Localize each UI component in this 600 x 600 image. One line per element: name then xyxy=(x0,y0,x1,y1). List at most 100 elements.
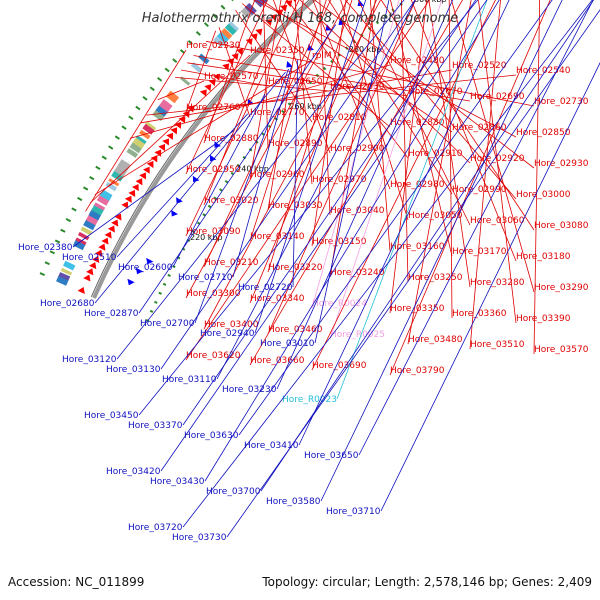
leader-line xyxy=(203,0,381,330)
leader-line xyxy=(194,68,289,324)
leader-line xyxy=(448,0,453,319)
cog-block xyxy=(228,21,239,32)
leader-line xyxy=(276,0,454,390)
leader-line xyxy=(389,0,551,376)
leader-line xyxy=(89,54,251,204)
cog-block xyxy=(80,226,93,236)
reverse-gene-arrow xyxy=(192,175,200,183)
cog-block xyxy=(126,148,139,158)
gene-label-outer: Hore_03300 xyxy=(186,289,241,299)
forward-gene-arrow xyxy=(114,213,122,221)
forward-gene-arrow xyxy=(77,286,85,294)
forward-gene-arrow xyxy=(231,53,239,61)
gene-label-outer: Hore_03510 xyxy=(470,340,525,350)
reverse-gene-arrow xyxy=(209,154,217,162)
leader-line xyxy=(311,0,347,247)
forward-gene-arrow xyxy=(86,268,94,276)
leader-line xyxy=(138,24,337,314)
gene-label-outer: Hore_03690 xyxy=(312,361,367,371)
gene-label-inner: Hore_03700 xyxy=(206,487,261,497)
gene-label-outer: Hore_02630 xyxy=(330,82,385,92)
leader-line xyxy=(235,9,313,123)
gene-label-inner: Hore_03650 xyxy=(304,451,359,461)
leader-line xyxy=(182,0,477,426)
gene-label-inner: Hore_03230 xyxy=(222,385,277,395)
forward-gene-arrow xyxy=(89,262,97,270)
leader-line xyxy=(249,0,327,242)
gene-label-outer: Hore_03290 xyxy=(534,283,589,293)
leader-line xyxy=(260,0,453,133)
leader-line xyxy=(312,0,391,190)
gene-label-inner: Hore_03130 xyxy=(106,365,161,375)
cog-block xyxy=(58,272,71,281)
leader-line xyxy=(410,0,517,262)
forward-gene-arrow xyxy=(265,18,273,26)
gene-label-outer: Hore_02520 xyxy=(452,61,507,71)
gene-label-outer: Hore_03280 xyxy=(470,278,525,288)
forward-gene-arrow xyxy=(146,160,154,169)
cog-block xyxy=(179,76,191,86)
leader-line xyxy=(140,69,453,124)
leader-line xyxy=(249,0,282,180)
cog-block xyxy=(117,159,131,173)
forward-gene-arrow xyxy=(98,243,106,251)
gene-label-inner: Hore_03710 xyxy=(326,507,381,517)
gene-label-inner: Hore_03730 xyxy=(172,533,227,543)
leader-line xyxy=(478,0,517,324)
map-title: Halothermothrix orenii H 168, complete g… xyxy=(142,11,459,26)
leader-line xyxy=(146,74,517,116)
forward-gene-arrow xyxy=(166,132,174,140)
forward-gene-arrow xyxy=(285,0,293,8)
gene-label-outer: Hore_03050 xyxy=(408,211,463,221)
forward-gene-arrow xyxy=(104,231,112,239)
gene-label-outer: Hore_03790 xyxy=(390,366,445,376)
forward-gene-arrow xyxy=(158,143,166,152)
cog-block xyxy=(244,2,257,16)
leader-line xyxy=(116,0,405,360)
gene-label-outer: Hore_03660 xyxy=(250,356,305,366)
gene-label-outer: Hore_03080 xyxy=(534,221,589,231)
gene-label-outer: Hore_03460 xyxy=(268,325,323,335)
tick-label: 220 kbp xyxy=(190,233,223,242)
forward-gene-arrow xyxy=(131,183,139,192)
leader-line xyxy=(185,0,348,299)
gene-label-outer: Hore_03020 xyxy=(204,196,259,206)
gene-label-outer: Hore_03210 xyxy=(204,258,259,268)
cog-block xyxy=(93,202,106,211)
gene-label-inner: Hore_03410 xyxy=(244,441,299,451)
leader-line xyxy=(185,0,300,237)
gene-label-outer: Hore_03250 xyxy=(408,273,463,283)
cog-block xyxy=(165,90,180,104)
gene-label-outer: Hore_02860 xyxy=(452,123,507,133)
summary-text: Topology: circular; Length: 2,578,146 bp… xyxy=(261,575,592,589)
gene-label-inner: Hore_03110 xyxy=(162,375,217,385)
leader-line xyxy=(267,0,353,273)
gene-label-outer: Hore_03180 xyxy=(516,252,571,262)
forward-gene-arrow xyxy=(270,14,278,22)
gene-label-outer: Hore_03060 xyxy=(470,216,525,226)
forward-gene-arrow xyxy=(213,73,221,81)
leader-line xyxy=(226,9,600,538)
gene-label-outer: Hore_02850 xyxy=(516,128,571,138)
leader-line xyxy=(181,69,269,87)
leader-line xyxy=(311,0,496,371)
leader-line xyxy=(160,0,416,370)
gene-label-outer: Hore_03090 xyxy=(186,227,241,237)
leader-line xyxy=(172,94,266,268)
gene-label-inner: Hore_02600 xyxy=(118,263,173,273)
forward-gene-arrow xyxy=(245,38,253,46)
cog-block xyxy=(63,260,76,271)
leader-line xyxy=(286,0,409,159)
leader-line xyxy=(298,0,510,446)
gene-label-outer: Hore_02330 xyxy=(186,41,241,51)
gene-label-inner: Hore_03010 xyxy=(260,339,315,349)
leader-line xyxy=(138,0,479,416)
forward-gene-arrow xyxy=(121,201,129,209)
cog-block xyxy=(135,135,147,144)
forward-gene-arrow xyxy=(178,116,186,124)
gene-label-inner: Hore_02940 xyxy=(200,329,255,339)
gene-label-inner: Hore_03420 xyxy=(106,467,161,477)
gene-label-inner: Hore_02510 xyxy=(62,253,117,263)
leader-line xyxy=(389,0,428,314)
